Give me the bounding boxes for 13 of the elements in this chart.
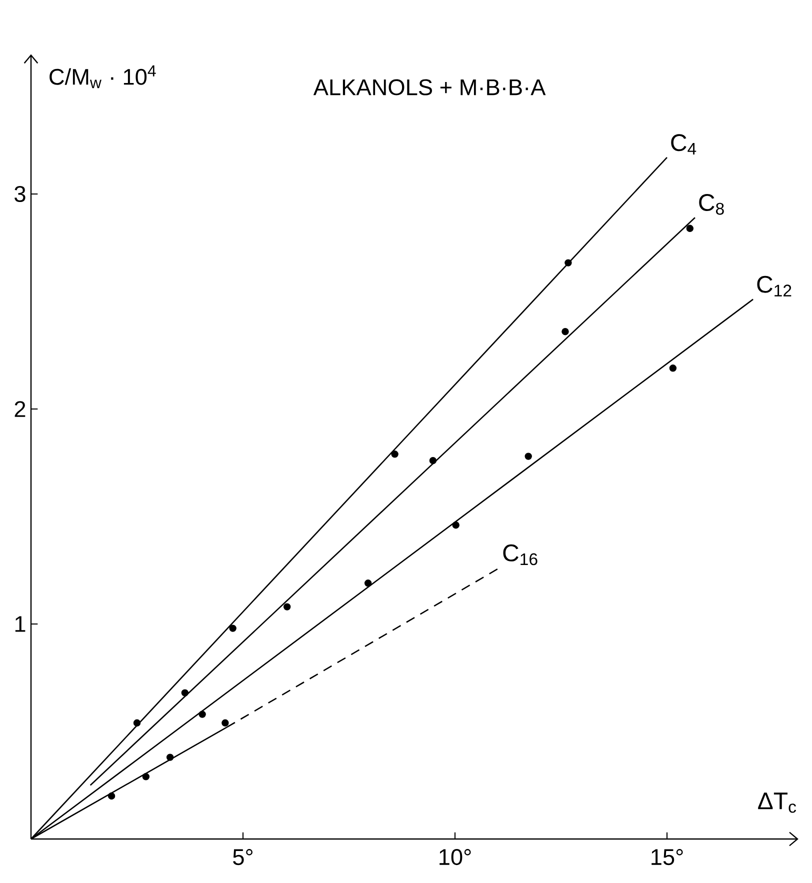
series-label: C$_{8}$ xyxy=(699,194,724,215)
y-tick-label: 3 xyxy=(14,186,26,202)
series-label: C$_{4}$ xyxy=(671,134,696,155)
series-label: C$_{16}$ xyxy=(503,544,538,566)
x-tick-label: 15° xyxy=(652,849,683,866)
y-tick-label: 1 xyxy=(15,616,26,632)
y-tick-label: 2 xyxy=(14,401,26,417)
series-label: C$_{12}$ xyxy=(757,276,792,296)
text: ALKANOLS + M·B·B·A xyxy=(313,79,546,96)
x-tick-label: 5° xyxy=(233,849,252,866)
y-axis-title: C/M$_{w}$ · 10$^{4}$ xyxy=(50,65,156,88)
x-axis-title: ΔT$_{c}$ xyxy=(758,792,796,813)
x-tick-label: 10° xyxy=(440,849,471,866)
